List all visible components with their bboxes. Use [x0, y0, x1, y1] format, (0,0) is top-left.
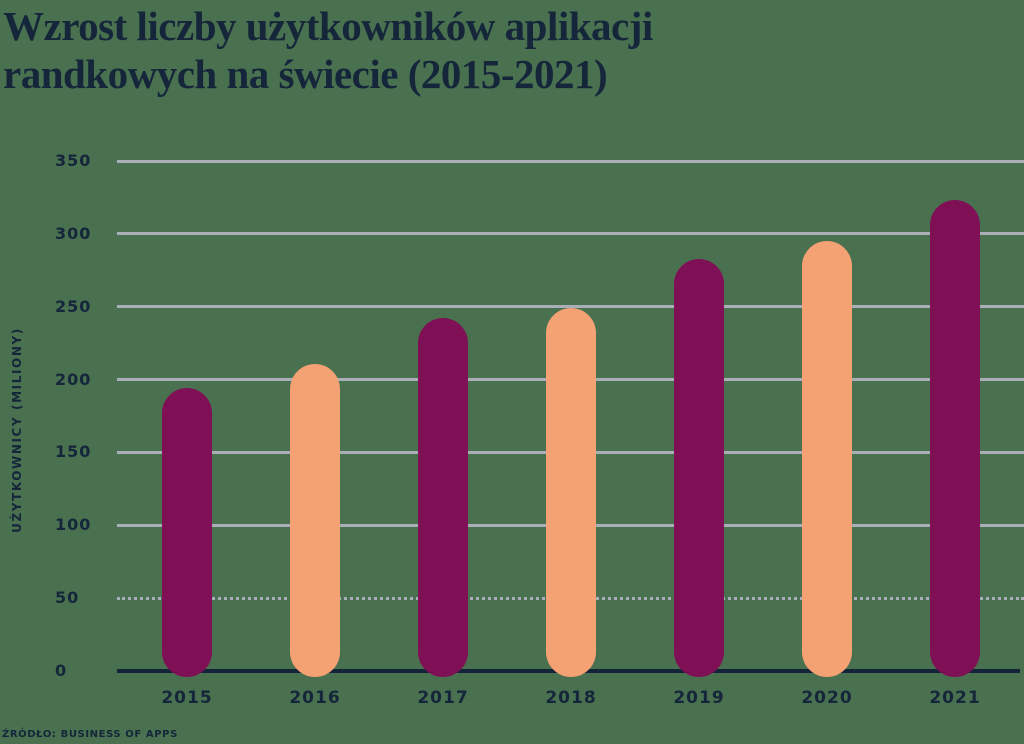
- y-tick-100: 100: [55, 515, 92, 534]
- gridline-250: [117, 305, 1024, 308]
- bar-2021: [930, 200, 980, 677]
- x-tick-2015: 2015: [161, 688, 213, 708]
- bar-2015: [162, 388, 212, 677]
- y-tick-0: 0: [55, 661, 68, 680]
- y-tick-350: 350: [55, 151, 92, 170]
- y-tick-300: 300: [55, 224, 92, 243]
- bar-2018: [546, 308, 596, 677]
- x-tick-2017: 2017: [417, 688, 469, 708]
- y-tick-200: 200: [55, 370, 92, 389]
- gridline-300: [117, 232, 1024, 235]
- x-tick-2021: 2021: [929, 688, 981, 708]
- x-tick-2019: 2019: [673, 688, 725, 708]
- y-tick-250: 250: [55, 297, 92, 316]
- gridline-350: [117, 160, 1024, 163]
- y-tick-150: 150: [55, 442, 92, 461]
- bar-2019: [674, 259, 724, 677]
- bar-2016: [290, 364, 340, 677]
- y-tick-50: 50: [55, 588, 80, 607]
- chart-title-line-2: randkowych na świecie (2015-2021): [3, 51, 608, 97]
- source-note: ŹRÓDŁO: BUSINESS OF APPS: [2, 729, 178, 740]
- bar-2020: [802, 241, 852, 677]
- chart-title-line-1: Wzrost liczby użytkowników aplikacji: [3, 3, 653, 49]
- bar-2017: [418, 318, 468, 677]
- chart-title: Wzrost liczby użytkowników aplikacji ran…: [3, 2, 653, 98]
- x-tick-2016: 2016: [289, 688, 341, 708]
- x-tick-2020: 2020: [801, 688, 853, 708]
- x-tick-2018: 2018: [545, 688, 597, 708]
